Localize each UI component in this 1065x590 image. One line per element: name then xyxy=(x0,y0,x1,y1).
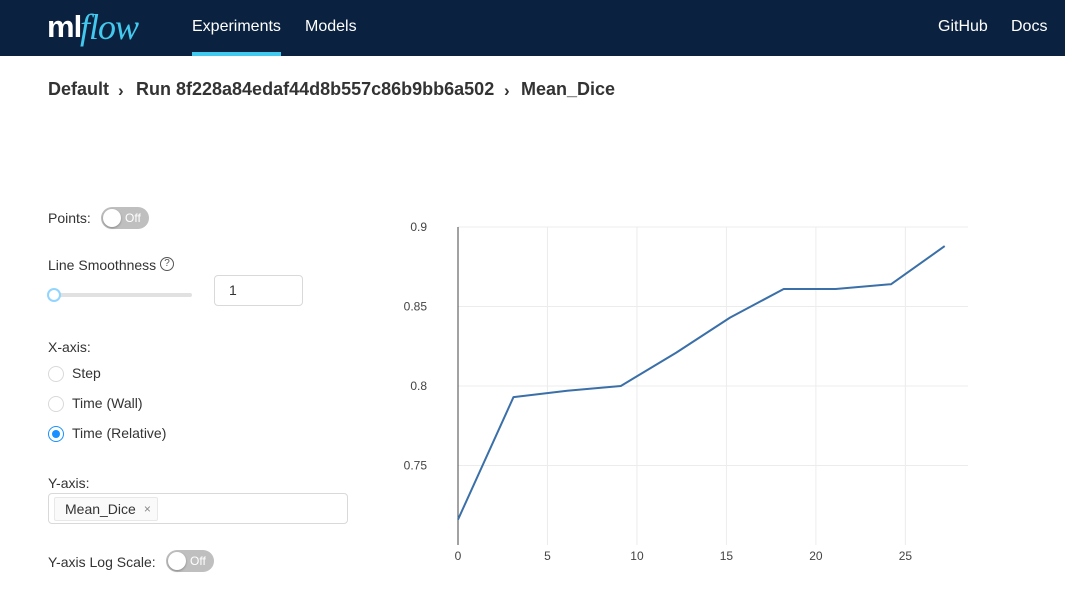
y-tick-label: 0.9 xyxy=(410,220,427,234)
logscale-toggle-state: Off xyxy=(190,554,206,568)
smoothness-slider-handle[interactable] xyxy=(47,288,61,302)
toggle-knob xyxy=(168,552,186,570)
nav-active-indicator xyxy=(192,52,281,56)
xaxis-option-relative[interactable]: Time (Relative) xyxy=(72,425,167,441)
close-icon[interactable]: × xyxy=(143,502,151,516)
points-toggle-state: Off xyxy=(125,211,141,225)
x-tick-label: 20 xyxy=(809,549,823,563)
y-tick-label: 0.75 xyxy=(404,459,428,473)
toggle-knob xyxy=(103,209,121,227)
xaxis-option-wall[interactable]: Time (Wall) xyxy=(72,395,143,411)
chevron-right-icon: › xyxy=(504,81,510,100)
chevron-right-icon: › xyxy=(118,81,124,100)
x-tick-label: 25 xyxy=(899,549,913,563)
x-tick-label: 15 xyxy=(720,549,734,563)
xaxis-option-step[interactable]: Step xyxy=(72,365,101,381)
y-tick-label: 0.85 xyxy=(404,300,428,314)
smoothness-slider-track[interactable] xyxy=(53,293,192,297)
x-tick-label: 5 xyxy=(544,549,551,563)
logscale-toggle[interactable]: Off xyxy=(166,550,214,572)
logo-flow-text: flow xyxy=(80,7,139,47)
xaxis-radio-wall[interactable] xyxy=(48,396,64,412)
x-tick-label: 10 xyxy=(630,549,644,563)
top-navbar: ml flow Experiments Models GitHub Docs xyxy=(0,0,1065,56)
xaxis-radio-step[interactable] xyxy=(48,366,64,382)
yaxis-tag: Mean_Dice × xyxy=(54,497,158,521)
logo-ml-text: ml xyxy=(47,9,82,44)
logscale-label: Y-axis Log Scale: xyxy=(48,554,156,570)
yaxis-tag-label: Mean_Dice xyxy=(65,501,136,517)
mean-dice-series-line xyxy=(457,245,946,521)
y-tick-label: 0.8 xyxy=(410,379,427,393)
docs-link[interactable]: Docs xyxy=(1011,18,1048,35)
xaxis-radio-relative[interactable] xyxy=(48,426,64,442)
question-circle-icon[interactable]: ? xyxy=(160,257,174,271)
nav-experiments[interactable]: Experiments xyxy=(192,18,281,35)
points-label: Points: xyxy=(48,210,91,226)
x-tick-label: 0 xyxy=(455,549,462,563)
points-toggle[interactable]: Off xyxy=(101,207,149,229)
breadcrumb-metric: Mean_Dice xyxy=(521,79,616,99)
smoothness-input[interactable]: 1 xyxy=(214,275,303,306)
yaxis-label: Y-axis: xyxy=(48,475,90,491)
breadcrumb-experiment[interactable]: Default xyxy=(48,79,110,99)
nav-models[interactable]: Models xyxy=(305,18,357,35)
xaxis-label: X-axis: xyxy=(48,339,91,355)
github-link[interactable]: GitHub xyxy=(938,18,988,35)
smoothness-label: Line Smoothness xyxy=(48,257,157,273)
breadcrumb-run[interactable]: Run 8f228a84edaf44d8b557c86b9bb6a502 xyxy=(136,79,495,99)
